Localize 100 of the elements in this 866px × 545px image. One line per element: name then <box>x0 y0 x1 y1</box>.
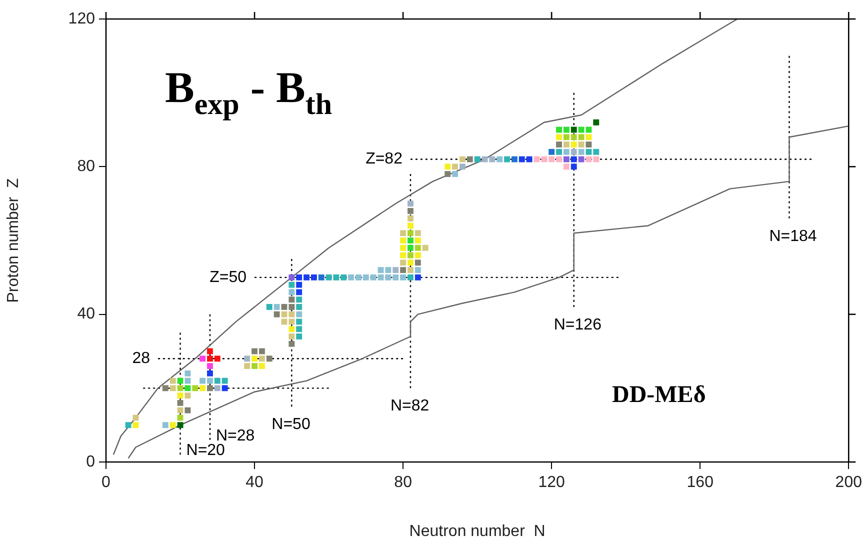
point <box>563 142 570 148</box>
x-tick-label: 40 <box>246 474 264 492</box>
point <box>214 356 220 362</box>
point <box>496 156 503 162</box>
point <box>460 164 466 170</box>
point <box>288 289 295 296</box>
point <box>288 318 295 325</box>
point <box>296 274 302 280</box>
annotation: DD-MEδ <box>612 382 706 409</box>
point <box>288 334 295 340</box>
point <box>333 274 340 280</box>
point <box>340 274 347 280</box>
point <box>466 156 473 162</box>
point <box>288 311 295 318</box>
point <box>222 378 228 384</box>
point <box>310 274 317 280</box>
point <box>414 244 421 251</box>
point <box>252 363 258 369</box>
point <box>570 156 577 162</box>
point <box>408 238 414 244</box>
point <box>177 378 184 384</box>
point <box>266 304 272 310</box>
point <box>392 274 399 280</box>
point <box>200 378 206 384</box>
point <box>482 156 488 162</box>
point <box>326 274 332 280</box>
series-label: N=184 <box>769 228 817 245</box>
point <box>556 142 562 148</box>
x-tick-label: 160 <box>686 474 714 492</box>
point <box>400 260 406 266</box>
point <box>408 260 414 266</box>
point <box>400 230 406 236</box>
point <box>207 385 213 392</box>
point <box>177 385 184 392</box>
point <box>570 126 577 133</box>
point <box>511 156 518 162</box>
series-label: 28 <box>132 350 150 368</box>
series-label: N=50 <box>272 416 310 434</box>
point <box>408 252 414 258</box>
point <box>593 148 600 155</box>
point <box>184 385 191 392</box>
point <box>177 407 184 414</box>
point <box>586 134 592 140</box>
x-tick-label: 80 <box>394 474 412 492</box>
point <box>170 385 176 392</box>
point <box>452 171 458 178</box>
point <box>578 148 584 155</box>
point <box>400 244 406 251</box>
y-axis-title: Proton number Z <box>5 178 22 303</box>
point <box>318 274 324 280</box>
point <box>385 274 392 280</box>
point <box>444 164 451 170</box>
point <box>184 370 191 376</box>
point <box>556 126 562 133</box>
point <box>586 156 592 162</box>
point <box>266 356 272 362</box>
point <box>578 142 584 148</box>
y-tick-label: 120 <box>68 10 96 28</box>
point <box>288 282 295 288</box>
point <box>362 274 369 280</box>
point <box>578 134 584 140</box>
point <box>288 274 295 280</box>
point <box>489 156 496 162</box>
point <box>578 156 584 162</box>
point <box>184 407 191 414</box>
x-axis-title: Neutron number N <box>409 522 546 540</box>
point <box>408 215 414 222</box>
point <box>526 156 532 162</box>
point <box>214 385 220 392</box>
point <box>207 356 213 362</box>
point <box>400 274 406 280</box>
point <box>556 148 562 155</box>
point <box>125 422 132 428</box>
point <box>414 252 421 258</box>
point <box>288 340 295 347</box>
point <box>288 326 295 332</box>
point <box>132 414 139 421</box>
point <box>162 422 168 428</box>
series-label: Z=82 <box>366 150 403 168</box>
point <box>408 274 414 280</box>
point <box>177 422 184 428</box>
point <box>288 304 295 310</box>
point <box>132 422 139 428</box>
point <box>274 304 280 310</box>
point <box>504 156 510 162</box>
y-tick-label: 40 <box>77 306 96 323</box>
point <box>296 282 302 288</box>
point <box>222 385 228 392</box>
point <box>207 348 213 354</box>
point <box>177 400 184 406</box>
point <box>556 156 562 162</box>
point <box>570 142 577 148</box>
point <box>586 142 592 148</box>
series-label: N=20 <box>186 442 226 460</box>
point <box>474 156 480 162</box>
point <box>400 267 406 274</box>
point <box>541 156 548 162</box>
point <box>414 260 421 266</box>
point <box>252 356 258 362</box>
point <box>548 148 555 155</box>
